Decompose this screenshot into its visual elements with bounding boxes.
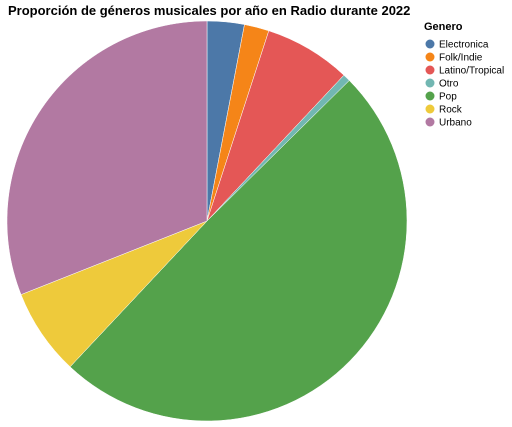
legend-label-otro: Otro xyxy=(439,79,459,90)
legend-title: Genero xyxy=(424,21,463,33)
legend-swatch-pop xyxy=(425,91,435,101)
legend: Genero Electronica Folk/Indie Latino/Tropi… xyxy=(424,21,504,129)
legend-swatch-otro xyxy=(425,78,435,88)
legend-swatch-latino-tropical xyxy=(425,65,435,75)
legend-label-electronica: Electronica xyxy=(439,40,489,51)
pie-slices xyxy=(6,20,408,422)
legend-items: Electronica Folk/Indie Latino/Tropical Otro… xyxy=(425,39,504,129)
legend-swatch-folk-indie xyxy=(425,52,435,62)
legend-swatch-electronica xyxy=(425,39,435,49)
legend-label-latino-tropical: Latino/Tropical xyxy=(439,66,504,77)
legend-swatch-rock xyxy=(425,104,435,114)
legend-label-rock: Rock xyxy=(439,105,463,116)
legend-label-folk-indie: Folk/Indie xyxy=(439,53,483,64)
chart-title: Proporción de géneros musicales por año … xyxy=(8,3,410,18)
pie-slice-pop xyxy=(69,80,408,422)
legend-swatch-urbano xyxy=(425,117,435,127)
pie-slice-urbano xyxy=(6,20,208,295)
legend-label-pop: Pop xyxy=(439,92,457,103)
legend-label-urbano: Urbano xyxy=(439,118,472,129)
